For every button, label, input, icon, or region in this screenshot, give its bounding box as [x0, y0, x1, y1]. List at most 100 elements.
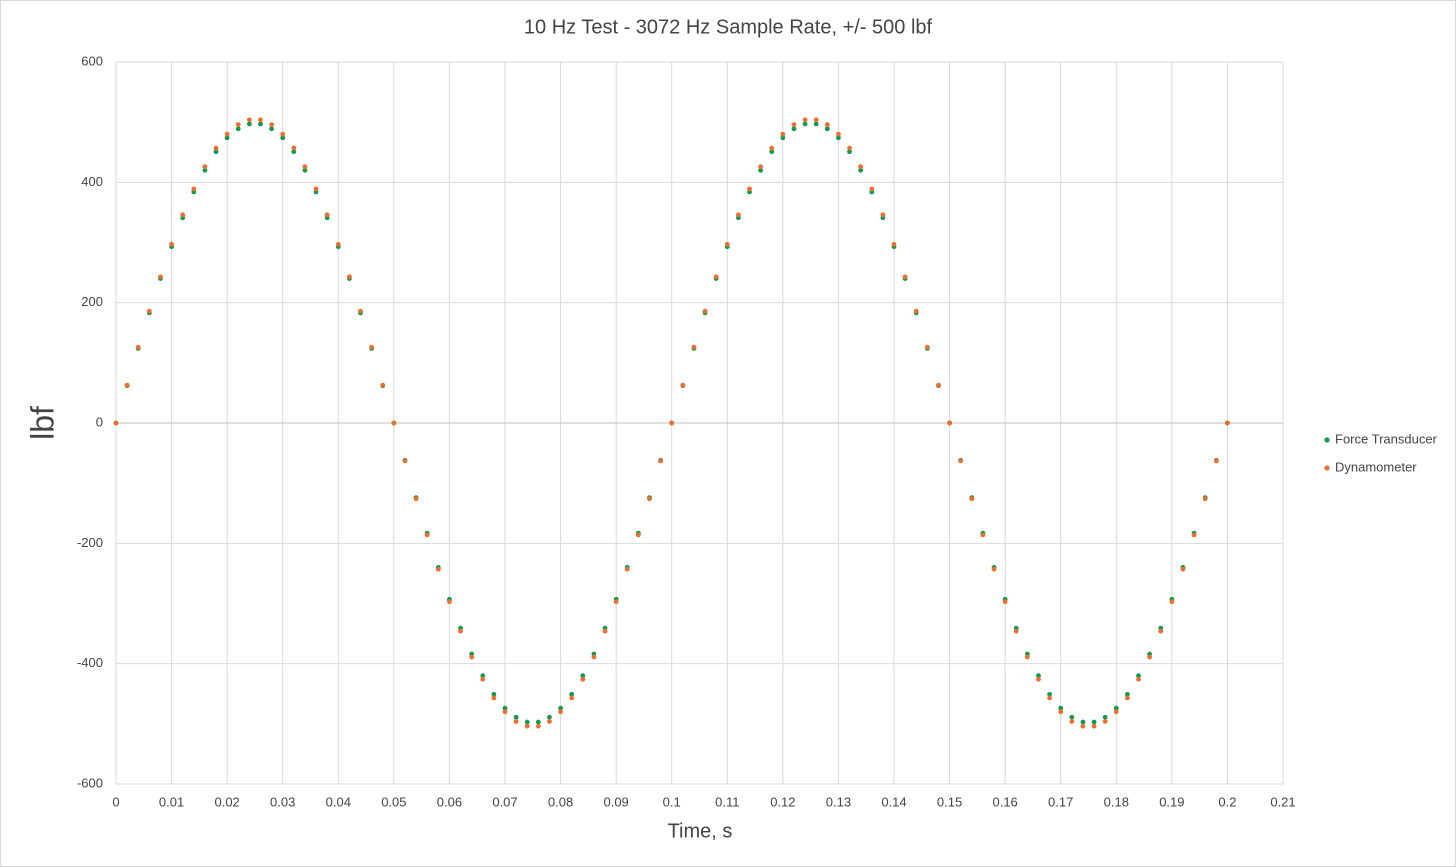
data-point — [847, 145, 852, 151]
data-point — [1102, 719, 1108, 724]
x-tick-label: 0.15 — [937, 794, 962, 809]
data-point — [424, 532, 430, 538]
data-point — [958, 458, 964, 464]
data-point — [202, 164, 208, 170]
x-tick-label: 0 — [112, 794, 119, 809]
data-point — [1058, 705, 1064, 711]
data-point — [802, 117, 808, 123]
data-point — [702, 308, 708, 314]
data-point — [1125, 691, 1130, 697]
data-point — [1024, 654, 1030, 660]
data-point — [591, 654, 597, 660]
x-tick-label: 0.01 — [159, 794, 184, 809]
data-point — [302, 167, 308, 173]
data-point — [335, 241, 341, 247]
data-point — [1069, 714, 1075, 720]
data-point — [113, 420, 119, 426]
legend-marker — [1324, 437, 1330, 443]
x-tick-label: 0.2 — [1218, 794, 1236, 809]
x-tick-label: 0.12 — [770, 794, 795, 809]
data-point — [302, 164, 308, 170]
data-point — [391, 420, 397, 426]
data-point — [502, 705, 508, 711]
data-point — [736, 212, 741, 218]
data-point — [347, 274, 352, 280]
data-point — [836, 135, 841, 141]
data-point — [1169, 599, 1175, 605]
data-point — [202, 167, 208, 173]
data-point — [1091, 723, 1097, 729]
data-point — [635, 532, 641, 538]
x-axis-label: Time, s — [668, 820, 733, 842]
data-point — [435, 566, 441, 572]
y-tick-label: -200 — [77, 535, 103, 550]
data-point — [269, 126, 274, 132]
data-point — [502, 709, 508, 715]
chart-title: 10 Hz Test - 3072 Hz Sample Rate, +/- 50… — [524, 16, 933, 38]
data-point — [158, 274, 163, 280]
data-point — [669, 420, 675, 426]
y-tick-label: 200 — [81, 294, 103, 309]
data-point — [824, 122, 830, 127]
data-point — [913, 308, 919, 314]
data-point — [246, 121, 252, 127]
data-point — [280, 131, 286, 137]
data-point — [369, 344, 375, 350]
data-point — [380, 382, 386, 388]
data-point — [524, 719, 530, 725]
data-point — [324, 212, 330, 218]
y-tick-label: 0 — [96, 414, 103, 429]
data-point — [235, 126, 241, 132]
data-point — [547, 714, 552, 720]
data-point — [858, 167, 864, 173]
data-point — [291, 149, 297, 155]
data-point — [213, 149, 219, 155]
data-point — [1180, 566, 1186, 572]
data-point — [558, 709, 563, 715]
data-point — [936, 382, 941, 388]
data-point — [780, 131, 786, 137]
data-point — [535, 719, 541, 725]
x-tick-label: 0.02 — [214, 794, 239, 809]
y-tick-label: 600 — [81, 53, 103, 68]
data-point — [713, 274, 719, 280]
y-tick-label: -400 — [77, 655, 103, 670]
data-point — [691, 344, 697, 350]
data-point — [947, 420, 952, 426]
data-point — [224, 131, 230, 137]
data-point — [658, 458, 663, 464]
data-point — [169, 241, 174, 247]
data-point — [1136, 676, 1141, 682]
y-tick-label: 400 — [81, 174, 103, 189]
data-point — [647, 496, 652, 502]
data-point — [613, 599, 619, 605]
x-tick-label: 0.07 — [492, 794, 517, 809]
data-point — [235, 122, 241, 127]
data-point — [1113, 709, 1119, 715]
data-point — [1202, 496, 1208, 502]
data-point — [491, 691, 497, 697]
data-point — [291, 145, 297, 151]
data-point — [269, 122, 274, 127]
data-point — [313, 186, 319, 192]
data-point — [1058, 709, 1064, 715]
x-tick-label: 0.06 — [437, 794, 462, 809]
data-point — [1113, 705, 1119, 711]
data-point — [1225, 420, 1230, 426]
data-point — [524, 723, 530, 729]
data-point — [747, 186, 752, 192]
data-point — [1002, 599, 1008, 605]
data-point — [802, 121, 808, 127]
data-point — [213, 145, 219, 151]
x-tick-label: 0.21 — [1270, 794, 1295, 809]
data-point — [1036, 673, 1041, 679]
x-tick-label: 0.08 — [548, 794, 573, 809]
data-point — [836, 131, 841, 137]
data-point — [791, 122, 797, 127]
data-point — [258, 117, 263, 123]
legend-marker — [1324, 465, 1330, 471]
data-point — [1125, 695, 1130, 701]
data-point — [191, 186, 197, 192]
